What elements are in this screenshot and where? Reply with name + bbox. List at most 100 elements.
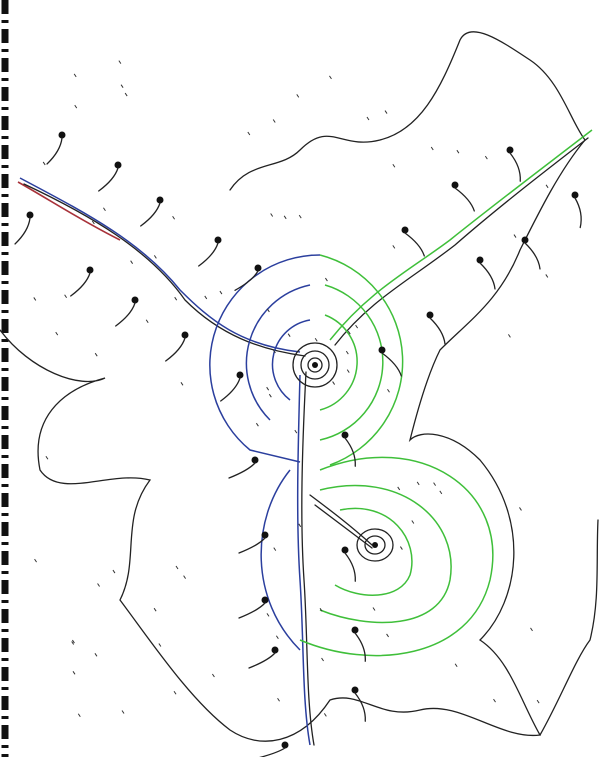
speck xyxy=(45,455,49,460)
speck xyxy=(42,161,46,166)
speck xyxy=(296,94,300,98)
tadpole-head xyxy=(114,161,122,169)
blue-line xyxy=(19,177,301,353)
tadpole-head xyxy=(254,264,262,272)
speck xyxy=(174,296,178,301)
speck xyxy=(319,608,323,612)
speck xyxy=(372,607,376,611)
speck xyxy=(112,569,116,574)
node-core xyxy=(312,362,318,368)
speck xyxy=(298,523,302,528)
tadpole-tail xyxy=(220,377,241,402)
tadpole-tail xyxy=(509,152,521,182)
blue-arc xyxy=(209,254,321,463)
speck xyxy=(97,583,100,587)
outline-right xyxy=(539,519,599,736)
speck xyxy=(180,382,184,386)
tadpole-head xyxy=(426,311,434,319)
tadpole-head xyxy=(341,431,349,439)
red-line xyxy=(17,181,121,241)
tadpole-tail xyxy=(354,632,366,662)
speck xyxy=(266,613,270,617)
speck xyxy=(72,639,75,644)
node-1 xyxy=(292,342,338,388)
speck xyxy=(74,104,78,109)
speck xyxy=(247,131,251,136)
tadpole-tail xyxy=(198,242,219,267)
speck xyxy=(158,643,162,647)
tadpole-tail xyxy=(259,747,286,757)
speck xyxy=(287,333,291,337)
speck xyxy=(416,481,420,486)
speck xyxy=(55,331,59,336)
blue-arc xyxy=(260,469,301,651)
tadpole-tail xyxy=(238,537,266,554)
tadpole-head xyxy=(26,211,34,219)
tadpole-tail xyxy=(248,652,276,669)
green-arc xyxy=(319,254,404,466)
tadpole-head xyxy=(261,596,269,604)
tadpole-head xyxy=(251,456,259,464)
speck xyxy=(392,163,396,168)
speck xyxy=(433,482,437,486)
tadpole-tail xyxy=(524,242,541,270)
speck xyxy=(94,653,98,657)
speck xyxy=(33,297,37,301)
black-vertical xyxy=(301,371,315,746)
speck xyxy=(153,255,157,259)
node-2 xyxy=(309,494,394,562)
tadpole-head xyxy=(401,226,409,234)
node-ring xyxy=(356,528,394,562)
green-line xyxy=(329,129,593,341)
node-ring xyxy=(300,350,330,380)
speck xyxy=(204,295,208,300)
speck xyxy=(493,698,496,703)
speck xyxy=(211,673,215,678)
speck xyxy=(329,75,332,80)
speck xyxy=(283,215,287,220)
tadpole-tail xyxy=(344,552,356,582)
speck xyxy=(545,274,549,278)
green-arc xyxy=(319,284,384,441)
tadpole-head xyxy=(214,236,222,244)
speck xyxy=(456,149,460,154)
speck xyxy=(64,294,68,299)
speck xyxy=(270,213,274,217)
speck xyxy=(324,277,328,282)
node-ring xyxy=(364,535,386,555)
speck xyxy=(484,155,488,160)
tadpole-head xyxy=(521,236,529,244)
speck xyxy=(273,547,277,551)
speck xyxy=(332,381,336,385)
green-arc xyxy=(334,507,413,596)
tadpole-head xyxy=(271,646,279,654)
speck xyxy=(397,486,401,491)
tadpole-tail xyxy=(454,187,475,212)
green-arc xyxy=(299,456,494,657)
speck xyxy=(73,73,77,78)
speck xyxy=(118,60,122,64)
tadpole-tail xyxy=(165,337,186,362)
speck xyxy=(347,330,351,335)
green-arc xyxy=(319,314,358,411)
tadpole-head xyxy=(506,146,514,154)
speck xyxy=(175,565,179,570)
speck xyxy=(346,369,350,373)
speck xyxy=(507,334,511,338)
outline xyxy=(0,31,586,742)
tadpole-head xyxy=(351,626,359,634)
speck xyxy=(536,699,540,704)
tadpole-tail xyxy=(70,272,91,297)
speck xyxy=(219,290,223,295)
speck xyxy=(430,146,434,151)
tadpole-head xyxy=(351,686,359,694)
green-arc xyxy=(319,484,452,624)
speck xyxy=(173,690,177,695)
node-ring xyxy=(307,357,323,373)
tadpole-tail xyxy=(404,232,425,257)
speck xyxy=(513,234,517,238)
speck xyxy=(386,633,389,638)
tadpole-head xyxy=(451,181,459,189)
speck xyxy=(323,713,327,717)
speck xyxy=(77,713,81,718)
